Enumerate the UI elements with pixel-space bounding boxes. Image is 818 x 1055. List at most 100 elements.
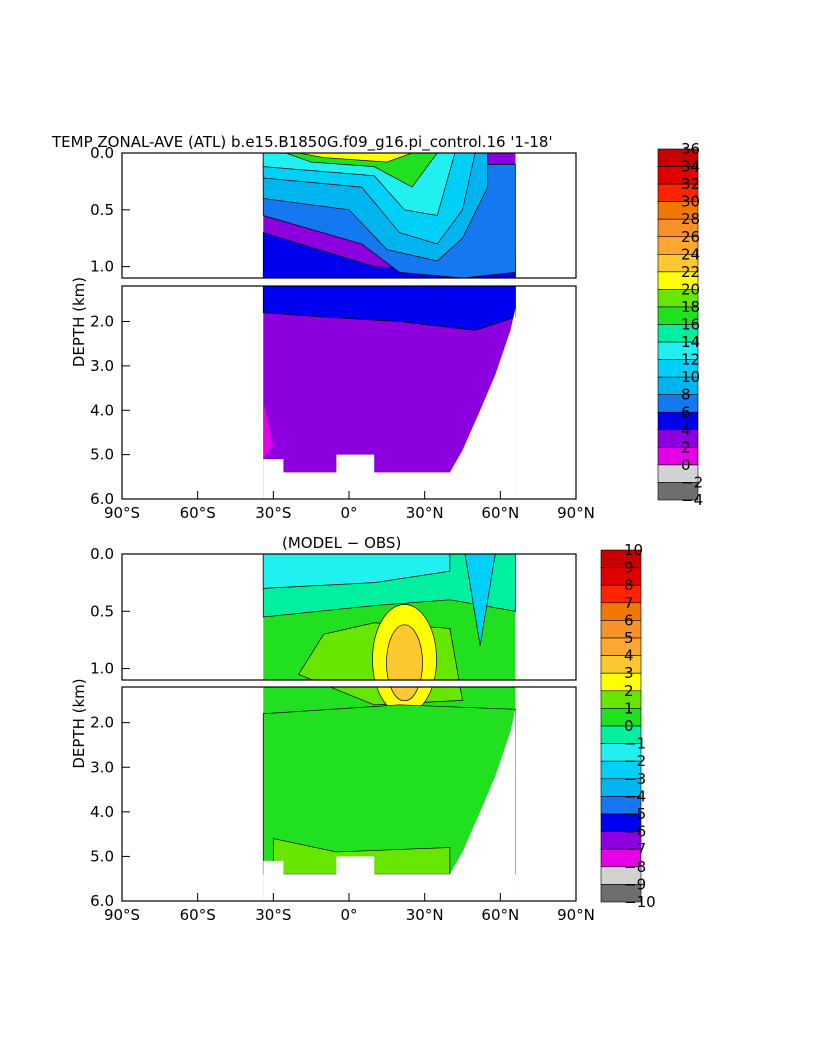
x-tick-label: 90°N xyxy=(557,504,595,522)
colorbar-label: 10 xyxy=(681,368,700,386)
y-tick-label: 5.0 xyxy=(90,847,114,865)
colorbar-label: 24 xyxy=(681,245,700,263)
chart-title: (MODEL − OBS) xyxy=(282,534,401,552)
colorbar-label: 6 xyxy=(624,611,634,629)
colorbar-label: 22 xyxy=(681,263,700,281)
colorbar-label: 1 xyxy=(624,699,634,717)
colorbar-swatch xyxy=(600,620,642,639)
colorbar-swatch xyxy=(600,602,642,621)
y-tick-label: 0.0 xyxy=(90,545,114,563)
colorbar-label: 6 xyxy=(681,403,691,421)
upper-panel-frame xyxy=(121,553,577,681)
colorbar-swatch xyxy=(657,394,699,413)
x-tick-label: 60°S xyxy=(180,504,216,522)
colorbar-label: 2 xyxy=(681,438,691,456)
y-tick-label: 2.0 xyxy=(90,313,114,331)
colorbar-label: 26 xyxy=(681,228,700,246)
colorbar-label: −2 xyxy=(624,752,646,770)
x-tick-label: 90°N xyxy=(557,906,595,924)
x-tick-label: 30°N xyxy=(406,906,444,924)
colorbar-label: −9 xyxy=(624,875,646,893)
y-tick-label: 6.0 xyxy=(90,490,114,508)
colorbar-label: 2 xyxy=(624,682,634,700)
upper-panel-frame xyxy=(121,152,577,279)
y-axis-label: DEPTH (km) xyxy=(70,678,88,768)
contour-field xyxy=(262,153,516,499)
colorbar-swatch xyxy=(600,567,642,586)
x-tick-label: 0° xyxy=(340,906,357,924)
bathymetry-mask xyxy=(263,308,516,499)
colorbar-label: −8 xyxy=(624,858,646,876)
colorbar-label: 0 xyxy=(681,456,691,474)
colorbar-label: 9 xyxy=(624,559,634,577)
colorbar-label: −10 xyxy=(624,893,656,911)
x-tick-label: 60°N xyxy=(481,906,519,924)
colorbar-swatch xyxy=(600,884,642,903)
colorbar-label: 8 xyxy=(624,576,634,594)
colorbar-swatch xyxy=(600,655,642,674)
y-tick-label: 0.5 xyxy=(90,602,114,620)
y-tick-label: 0.5 xyxy=(90,201,114,219)
region-m3-m2 xyxy=(464,554,496,646)
region-3-4 xyxy=(386,624,423,702)
colorbar-label: −5 xyxy=(624,805,646,823)
colorbar-label: 34 xyxy=(681,158,700,176)
y-tick-label: 4.0 xyxy=(90,401,114,419)
region-0-2 xyxy=(263,401,274,460)
colorbar-label: −4 xyxy=(681,491,703,509)
y-axis-label: DEPTH (km) xyxy=(70,277,88,367)
contour-field xyxy=(262,554,516,901)
colorbar-swatch xyxy=(600,708,642,727)
colorbar-label: 32 xyxy=(681,175,700,193)
region-20-plus xyxy=(298,153,413,163)
colorbar-swatch xyxy=(657,429,699,448)
x-tick-label: 90°S xyxy=(104,504,140,522)
y-tick-label: 1.0 xyxy=(90,258,114,276)
colorbar-swatch xyxy=(600,584,642,604)
chart-title: TEMP ZONAL-AVE (ATL) b.e15.B1850G.f09_g1… xyxy=(51,133,553,152)
colorbar-label: 0 xyxy=(624,717,634,735)
x-tick-label: 90°S xyxy=(104,906,140,924)
region-deep-0-1 xyxy=(262,704,516,875)
x-tick-label: 30°S xyxy=(255,906,291,924)
x-tick-label: 30°S xyxy=(255,504,291,522)
bathymetry-mask xyxy=(263,709,516,901)
x-tick-label: 0° xyxy=(340,504,357,522)
y-tick-label: 3.0 xyxy=(90,758,114,776)
colorbar-label: 18 xyxy=(681,298,700,316)
y-tick-label: 1.0 xyxy=(90,660,114,678)
colorbar-label: 36 xyxy=(681,140,700,158)
x-tick-label: 60°N xyxy=(481,504,519,522)
y-tick-label: 5.0 xyxy=(90,446,114,464)
colorbar-label: 16 xyxy=(681,316,700,334)
colorbar-label: 7 xyxy=(624,594,634,612)
colorbar-label: 20 xyxy=(681,280,700,298)
colorbar-label: −3 xyxy=(624,770,646,788)
y-tick-label: 0.0 xyxy=(90,144,114,162)
colorbar-label: 4 xyxy=(681,421,691,439)
colorbar-label: −2 xyxy=(681,473,703,491)
colorbar-label: 4 xyxy=(624,647,634,665)
y-tick-label: 3.0 xyxy=(90,357,114,375)
region-16-20 xyxy=(285,153,438,188)
colorbar-swatch xyxy=(600,690,642,709)
colorbar-swatch xyxy=(600,637,642,656)
y-tick-label: 2.0 xyxy=(90,714,114,732)
colorbar-swatch xyxy=(600,672,642,692)
colorbar-label: −4 xyxy=(624,787,646,805)
colorbar-label: −6 xyxy=(624,823,646,841)
y-tick-label: 4.0 xyxy=(90,803,114,821)
colorbar-label: 28 xyxy=(681,210,700,228)
x-tick-label: 60°S xyxy=(180,906,216,924)
colorbar-label: 12 xyxy=(681,351,700,369)
colorbar-label: 8 xyxy=(681,386,691,404)
colorbar-label: −1 xyxy=(624,735,646,753)
colorbar-swatch xyxy=(657,447,699,466)
colorbar-label: −7 xyxy=(624,840,646,858)
x-tick-label: 30°N xyxy=(406,504,444,522)
colorbar-swatch xyxy=(657,482,699,501)
chart-2: (MODEL − OBS) 90°S 60°S 30°S 0° 30°N 60°N 90°N 0… xyxy=(70,534,656,924)
